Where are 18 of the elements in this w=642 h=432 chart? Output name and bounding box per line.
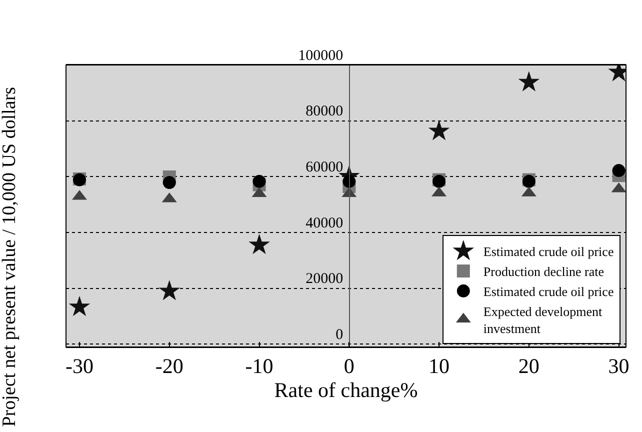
y-tick-label: 20000 bbox=[306, 271, 344, 288]
x-tick-label: -20 bbox=[155, 354, 184, 378]
y-tick-label: 100000 bbox=[298, 48, 344, 64]
x-tick-label: -10 bbox=[245, 354, 274, 378]
y-tick-label: 40000 bbox=[306, 215, 344, 232]
legend-label: Estimated crude oil price bbox=[483, 284, 614, 299]
y-tick-label: 0 bbox=[336, 326, 344, 343]
y-axis-title: Project net present value / 10,000 US dollars bbox=[0, 86, 20, 427]
x-axis-title: Rate of change% bbox=[274, 378, 418, 402]
x-tick-label: 20 bbox=[518, 354, 540, 378]
x-tick-label: 10 bbox=[428, 354, 450, 378]
legend-label: Estimated crude oil price bbox=[483, 244, 614, 260]
legend-label: Production decline rate bbox=[483, 264, 604, 280]
y-tick-label: 60000 bbox=[306, 159, 344, 176]
x-tick-label: 30 bbox=[608, 354, 630, 378]
x-tick-label: -30 bbox=[65, 354, 94, 378]
y-tick-label: 80000 bbox=[306, 104, 344, 120]
legend-label: Expected development investment bbox=[483, 304, 603, 336]
